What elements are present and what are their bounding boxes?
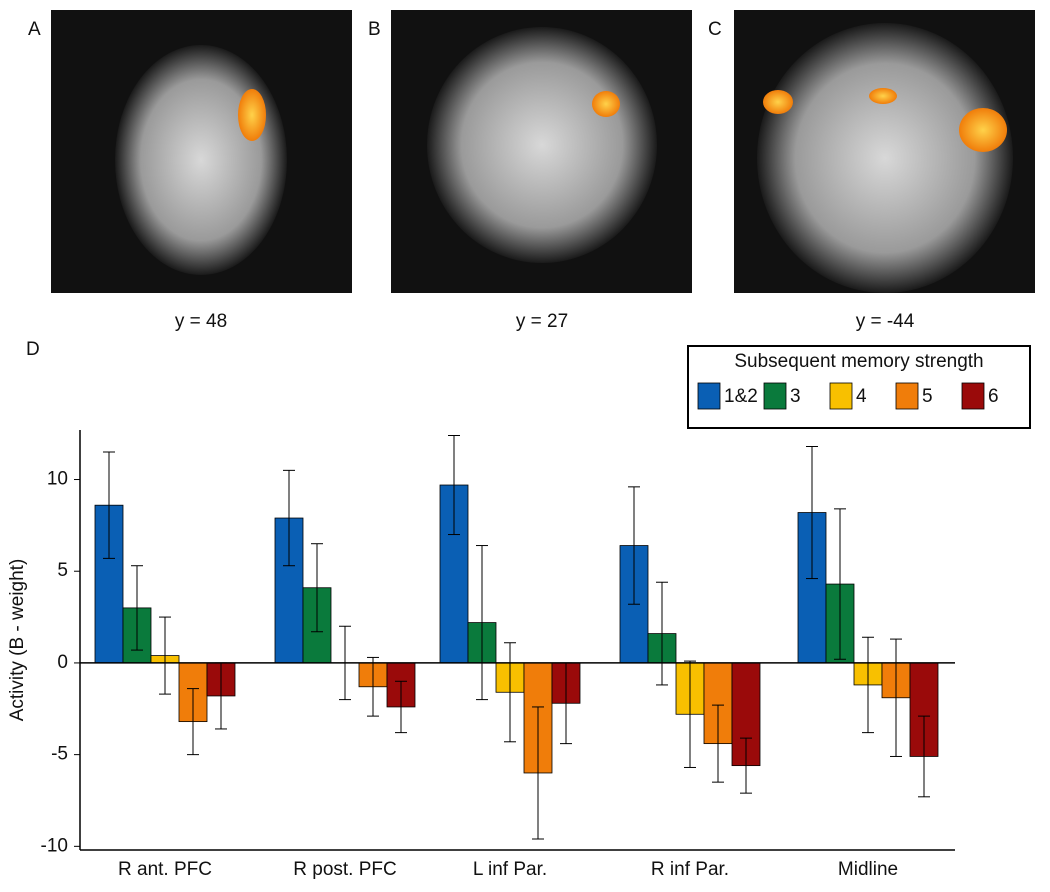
- y-tick-label: -10: [41, 835, 68, 856]
- panel-a: [51, 10, 352, 293]
- panel-letter: D: [26, 339, 40, 360]
- panel-c: [734, 10, 1035, 293]
- legend-swatch: [895, 382, 919, 410]
- x-tick-label: R inf Par.: [651, 859, 729, 880]
- activation: [592, 91, 620, 117]
- activation: [959, 108, 1007, 152]
- legend-label: 3: [790, 386, 801, 407]
- legend-label: 1&2: [724, 386, 758, 407]
- brain: [115, 45, 287, 275]
- x-tick-label: R ant. PFC: [118, 859, 212, 880]
- legend-label: 4: [856, 386, 867, 407]
- legend-title: Subsequent memory strength: [734, 351, 983, 372]
- x-tick-label: L inf Par.: [473, 859, 547, 880]
- panel-letter: B: [368, 19, 381, 40]
- activation: [869, 88, 897, 104]
- y-tick-label: -5: [51, 744, 68, 765]
- brain: [757, 23, 1013, 293]
- legend-swatch: [829, 382, 853, 410]
- activation: [238, 89, 266, 141]
- panel-letter: C: [708, 19, 722, 40]
- brain: [427, 27, 657, 263]
- panel-caption: y = -44: [856, 311, 915, 332]
- x-tick-label: Midline: [838, 859, 898, 880]
- panel-letter: A: [28, 19, 41, 40]
- legend-swatch: [697, 382, 721, 410]
- activation: [763, 90, 793, 114]
- panel-caption: y = 48: [175, 311, 227, 332]
- y-tick-label: 10: [47, 469, 68, 490]
- panel-b: [391, 10, 692, 293]
- legend-label: 6: [988, 386, 999, 407]
- y-axis-label: Activity (B - weight): [7, 559, 28, 722]
- legend-label: 5: [922, 386, 933, 407]
- x-tick-label: R post. PFC: [293, 859, 396, 880]
- legend-swatch: [763, 382, 787, 410]
- y-tick-label: 0: [57, 652, 68, 673]
- panel-labels: A y = 48 B y = 27 C y = -44 D: [26, 19, 915, 360]
- panel-caption: y = 27: [516, 311, 568, 332]
- legend-swatch: [961, 382, 985, 410]
- y-tick-label: 5: [57, 560, 68, 581]
